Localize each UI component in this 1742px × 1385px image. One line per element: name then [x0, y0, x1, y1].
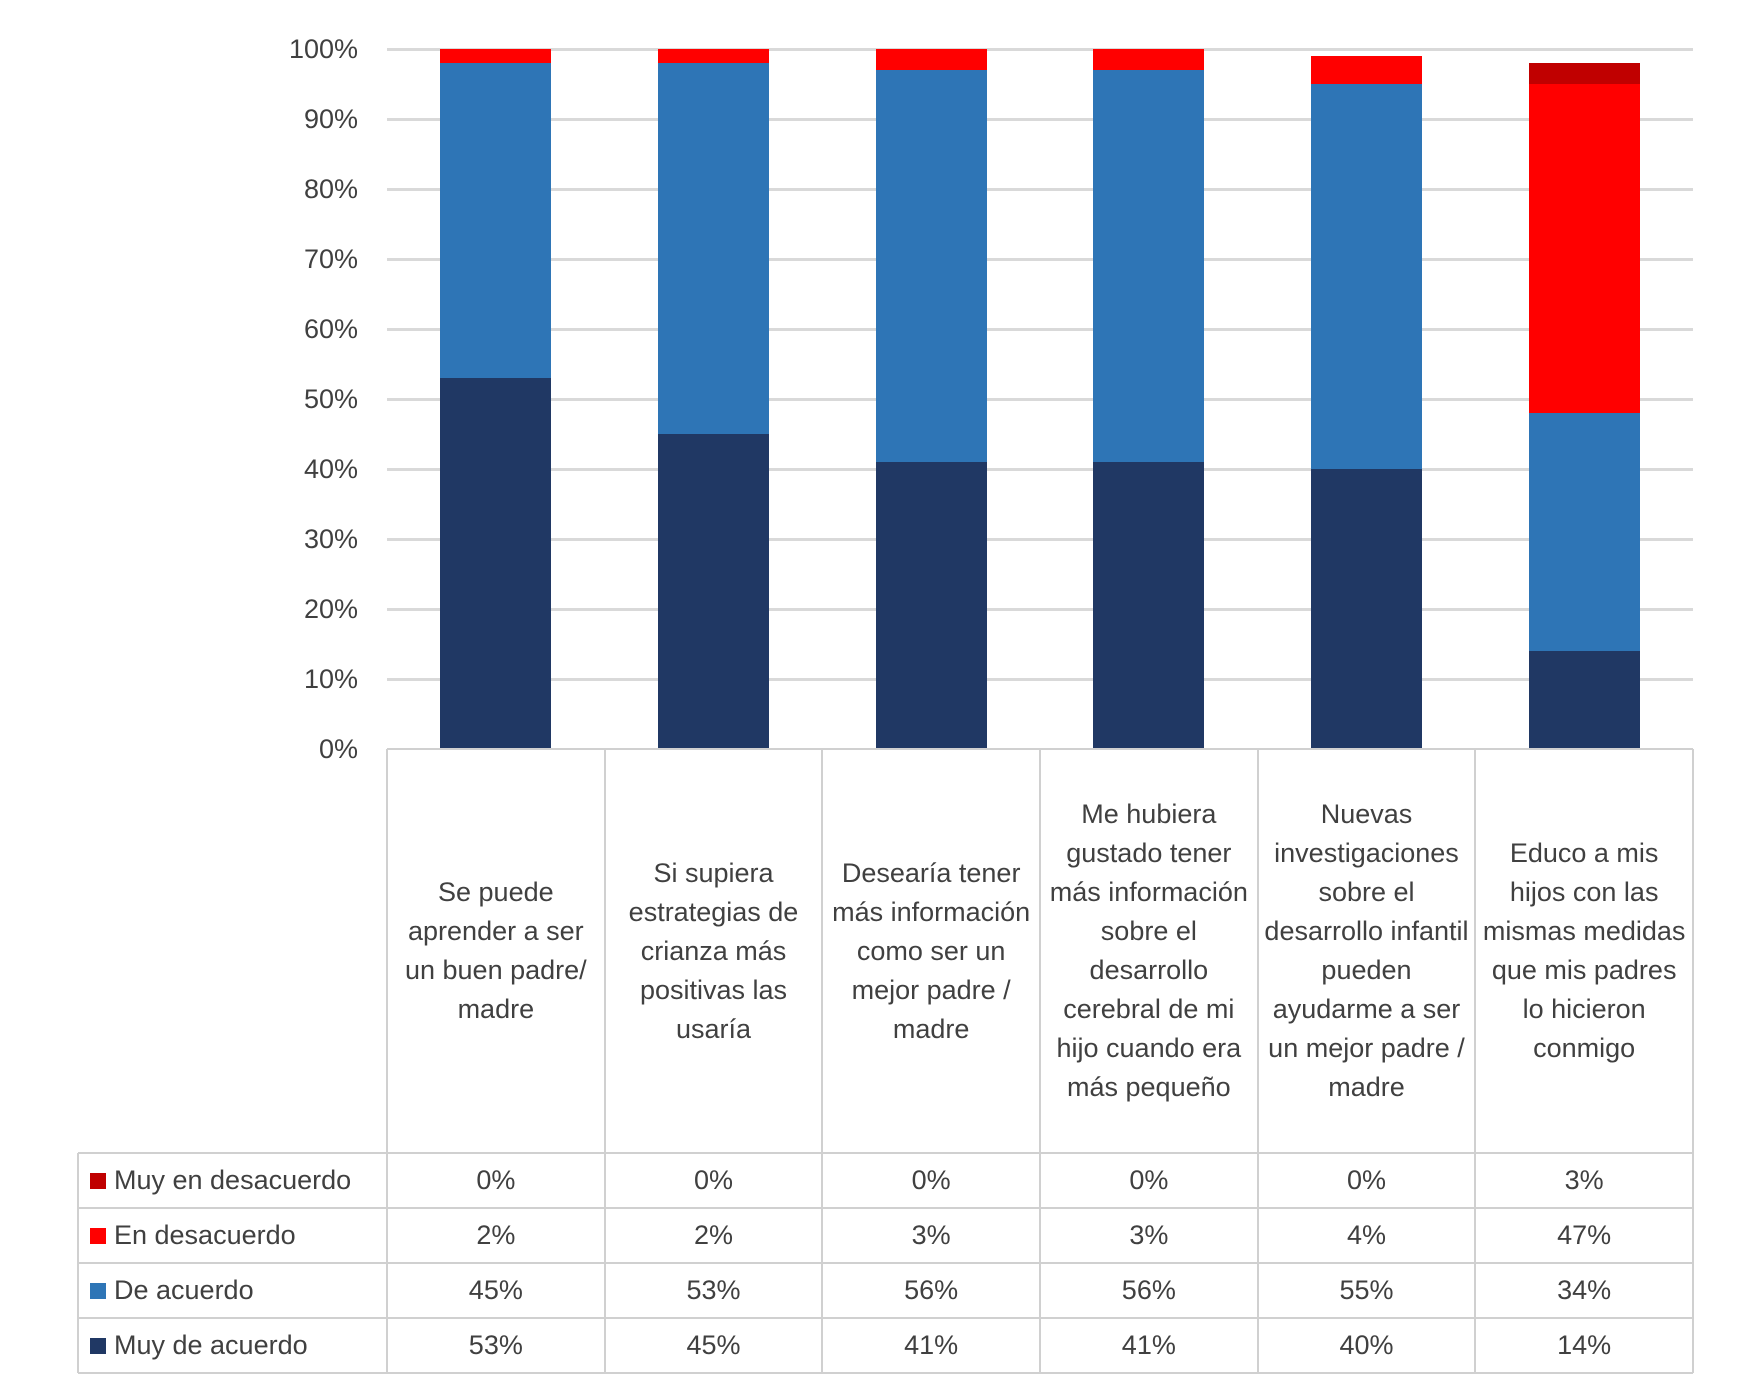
data-table-cell: 2%: [693, 1220, 733, 1250]
y-tick-label: 50%: [303, 384, 358, 414]
bar-segment: [1528, 413, 1640, 651]
data-table-cell: 3%: [1564, 1165, 1604, 1195]
bar-segment: [440, 63, 552, 378]
table-divider: [78, 1152, 1693, 1154]
table-divider: [603, 749, 606, 1373]
bar-segment: [1528, 63, 1640, 84]
data-table-cell: 3%: [1129, 1220, 1169, 1250]
category-label: Educo a mis hijos con las mismas medidas…: [1482, 838, 1686, 1063]
data-table-cell: 55%: [1339, 1275, 1394, 1305]
legend-swatch: [90, 1337, 106, 1354]
y-tick-label: 60%: [303, 314, 358, 344]
category-label: Se puede aprender a ser un buen padre/ m…: [404, 877, 587, 1024]
bar-segment: [440, 49, 552, 63]
data-table-cell: 0%: [1346, 1165, 1386, 1195]
data-table-cell: 56%: [1121, 1275, 1176, 1305]
y-tick-label: 0%: [318, 734, 358, 764]
data-table-cell: 0%: [1129, 1165, 1169, 1195]
legend-swatch: [90, 1282, 106, 1299]
table-divider: [821, 749, 824, 1373]
y-tick-label: 100%: [288, 34, 358, 64]
legend-label: Muy de acuerdo: [114, 1330, 308, 1360]
legend-label: De acuerdo: [114, 1275, 254, 1305]
legend-swatch: [90, 1172, 106, 1189]
gridline: [387, 468, 1693, 471]
legend-entry: Muy en desacuerdo: [90, 1153, 387, 1208]
gridline: [387, 188, 1693, 191]
y-tick-label: 10%: [303, 664, 358, 694]
bar-segment: [1528, 651, 1640, 749]
bar-segment: [1528, 84, 1640, 413]
data-table-cell: 40%: [1339, 1330, 1394, 1360]
bar-segment: [440, 378, 552, 749]
legend-entry: De acuerdo: [90, 1263, 387, 1318]
data-table-cell: 3%: [911, 1220, 951, 1250]
data-table-cell: 53%: [686, 1275, 741, 1305]
bar-segment: [1311, 469, 1422, 749]
y-tick-label: 70%: [303, 244, 358, 274]
category-label: Si supiera estrategias de crianza más po…: [628, 857, 799, 1044]
data-table-cell: 4%: [1346, 1220, 1386, 1250]
y-tick-label: 80%: [303, 174, 358, 204]
category-label: Nuevas investigaciones sobre el desarrol…: [1264, 799, 1469, 1102]
data-table-cell: 45%: [686, 1330, 741, 1360]
data-table-cell: 14%: [1557, 1330, 1612, 1360]
legend-entry: Muy de acuerdo: [90, 1318, 387, 1373]
category-label: Me hubiera gustado tener más información…: [1049, 799, 1248, 1102]
data-table-cell: 41%: [1121, 1330, 1176, 1360]
legend-entry: En desacuerdo: [90, 1208, 387, 1263]
gridline: [387, 678, 1693, 681]
table-divider: [1474, 749, 1477, 1373]
gridline: [387, 328, 1693, 331]
bar-segment: [1093, 70, 1205, 462]
table-divider: [1256, 749, 1259, 1373]
bar-segment: [658, 63, 769, 434]
data-table-cell: 0%: [476, 1165, 516, 1195]
legend-label: En desacuerdo: [114, 1220, 296, 1250]
table-divider: [1039, 749, 1041, 1373]
gridline: [387, 398, 1693, 401]
bar-segment: [1311, 56, 1422, 84]
gridline: [387, 538, 1693, 541]
y-tick-label: 20%: [303, 594, 358, 624]
bar-segment: [1311, 84, 1422, 469]
bar-segment: [875, 462, 987, 749]
legend-swatch: [90, 1227, 106, 1244]
bar-segment: [658, 49, 769, 63]
data-table-cell: 34%: [1557, 1275, 1612, 1305]
table-divider: [386, 749, 388, 1373]
y-tick-label: 30%: [303, 524, 358, 554]
bar-segment: [875, 70, 987, 462]
data-table-cell: 0%: [911, 1165, 951, 1195]
data-table-cell: 53%: [468, 1330, 523, 1360]
category-label: Desearía tener más información como ser …: [832, 857, 1031, 1044]
table-divider: [78, 1207, 1693, 1209]
table-divider: [78, 1372, 1693, 1374]
x-axis-line: [387, 748, 1693, 750]
data-table-cell: 56%: [904, 1275, 959, 1305]
data-table-cell: 2%: [476, 1220, 516, 1250]
legend-label: Muy en desacuerdo: [114, 1165, 352, 1195]
data-table-cell: 0%: [693, 1165, 733, 1195]
bar-segment: [1093, 462, 1205, 749]
y-tick-label: 40%: [303, 454, 358, 484]
table-divider: [1692, 749, 1694, 1373]
gridline: [387, 258, 1693, 261]
gridline: [387, 608, 1693, 611]
table-divider: [78, 1262, 1693, 1264]
table-divider: [78, 1317, 1693, 1319]
data-table-cell: 45%: [468, 1275, 523, 1305]
bar-segment: [658, 434, 769, 749]
gridline: [387, 48, 1693, 51]
data-table-cell: 41%: [904, 1330, 959, 1360]
data-table-cell: 47%: [1557, 1220, 1612, 1250]
bar-segment: [875, 49, 987, 70]
bar-segment: [1093, 49, 1205, 70]
gridline: [387, 118, 1693, 121]
y-tick-label: 90%: [303, 104, 358, 134]
